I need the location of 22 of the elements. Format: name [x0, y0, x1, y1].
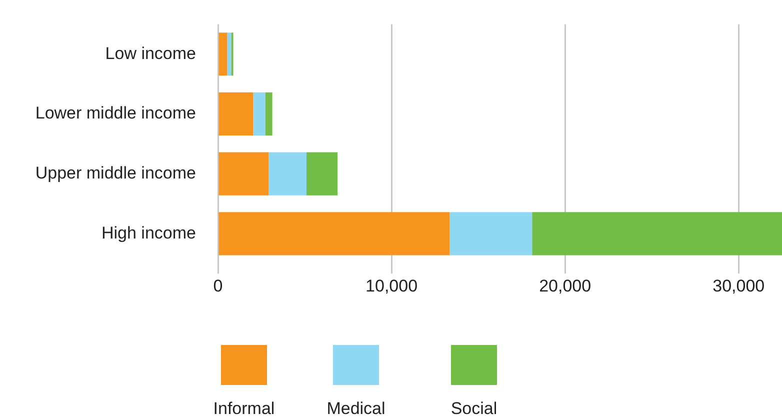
- legend-label: Medical: [326, 399, 386, 417]
- y-tick-label: Lower middle income: [35, 104, 196, 123]
- legend-label: Informal: [212, 399, 276, 417]
- bar: [253, 92, 266, 136]
- bar: [218, 152, 269, 196]
- x-tick-label: 30,000: [712, 276, 765, 296]
- x-tick-label: 10,000: [366, 276, 418, 296]
- bar: [265, 92, 272, 136]
- y-tick-label: Upper middle income: [35, 164, 196, 183]
- bar: [532, 212, 782, 256]
- bar: [218, 32, 228, 76]
- bar: [268, 152, 307, 196]
- bar: [218, 92, 254, 136]
- y-tick-label: Low income: [105, 44, 196, 63]
- y-tick-label: High income: [102, 223, 196, 242]
- x-tick-label: 20,000: [539, 276, 592, 296]
- bar: [218, 212, 450, 256]
- bar: [227, 32, 232, 76]
- bar: [306, 152, 338, 196]
- bar: [450, 212, 532, 256]
- legend-label: Social: [450, 399, 498, 417]
- x-tick-label: 0: [213, 276, 223, 296]
